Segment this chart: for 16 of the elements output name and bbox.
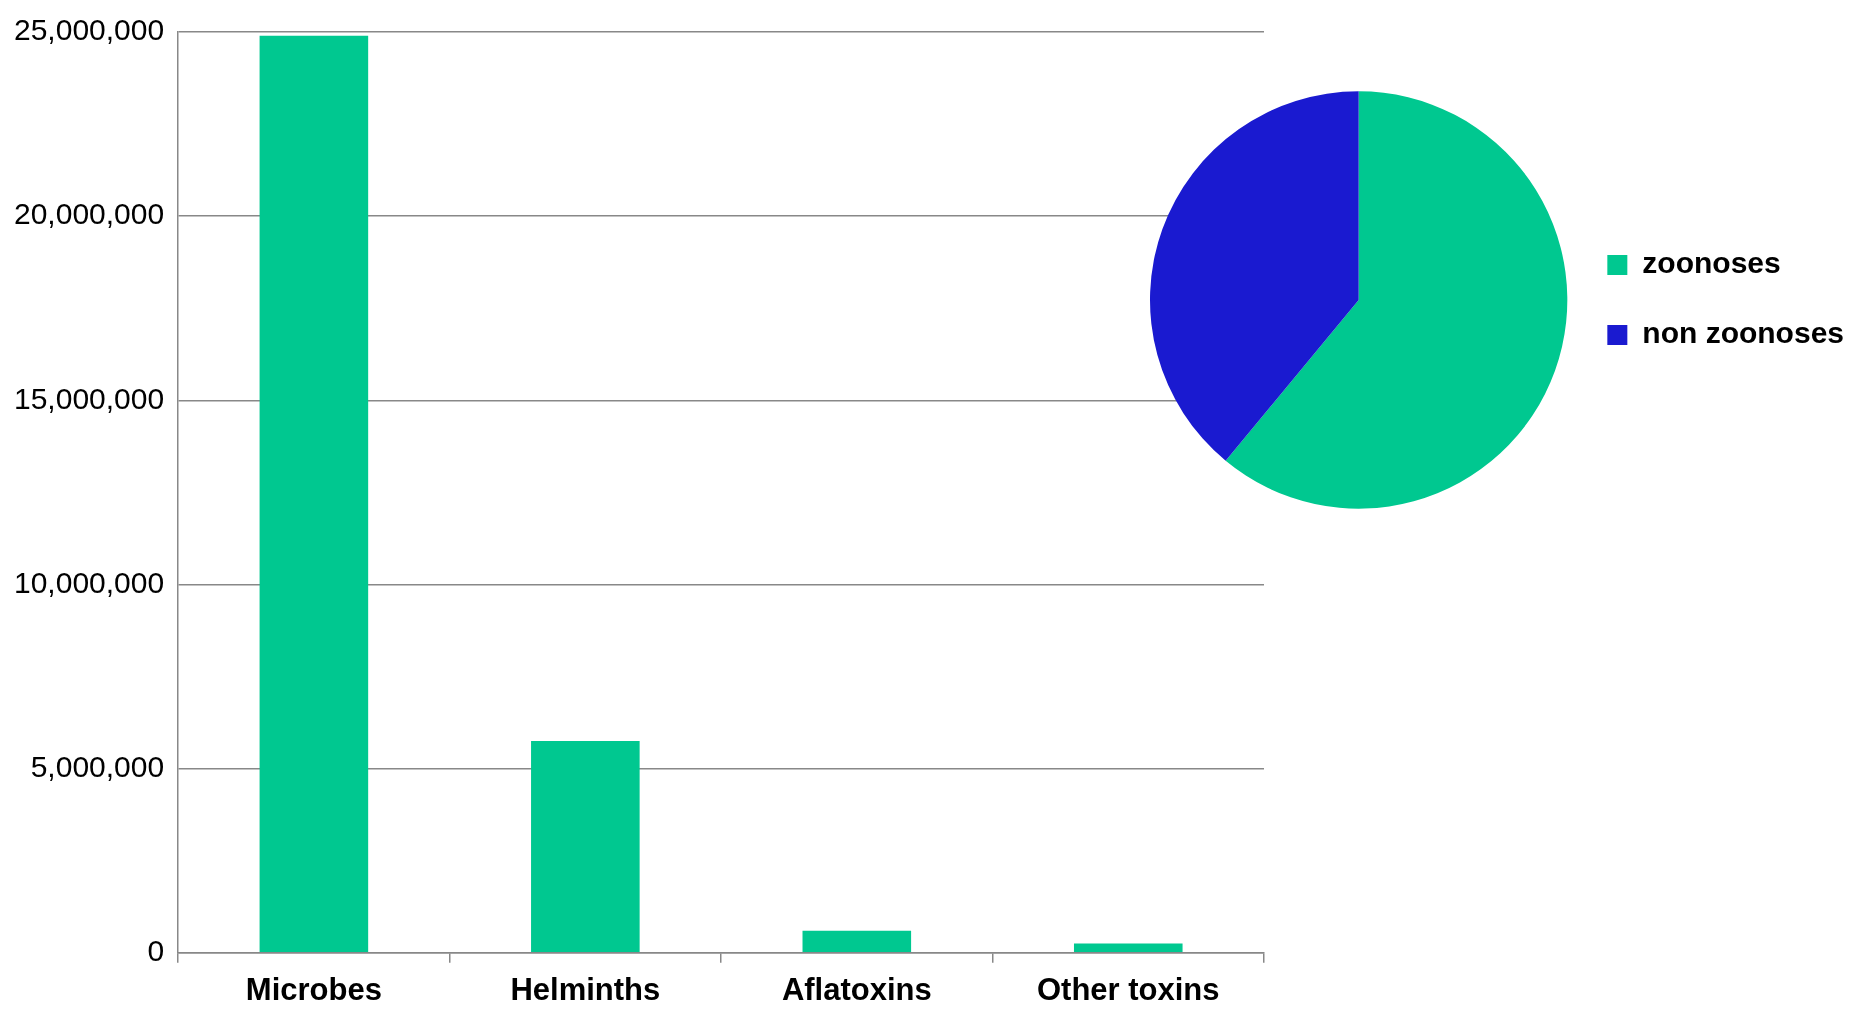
y-tick-label: 5,000,000 [30, 749, 165, 783]
x-tick-label: Helminths [510, 971, 661, 1007]
bar [802, 930, 912, 953]
y-tick-label: 10,000,000 [13, 565, 165, 599]
x-tick-label: Aflatoxins [781, 971, 932, 1007]
bar [259, 35, 369, 953]
legend-label: non zoonoses [1642, 316, 1845, 350]
y-tick-label: 20,000,000 [13, 197, 165, 231]
x-tick-label: Microbes [245, 971, 382, 1007]
bar [1073, 943, 1183, 953]
legend-label: zoonoses [1642, 246, 1781, 280]
x-tick-label: Other toxins [1036, 971, 1220, 1007]
y-tick-label: 15,000,000 [13, 381, 165, 415]
y-tick-label: 0 [147, 934, 165, 968]
y-tick-label: 25,000,000 [13, 13, 165, 47]
bar [531, 741, 640, 953]
